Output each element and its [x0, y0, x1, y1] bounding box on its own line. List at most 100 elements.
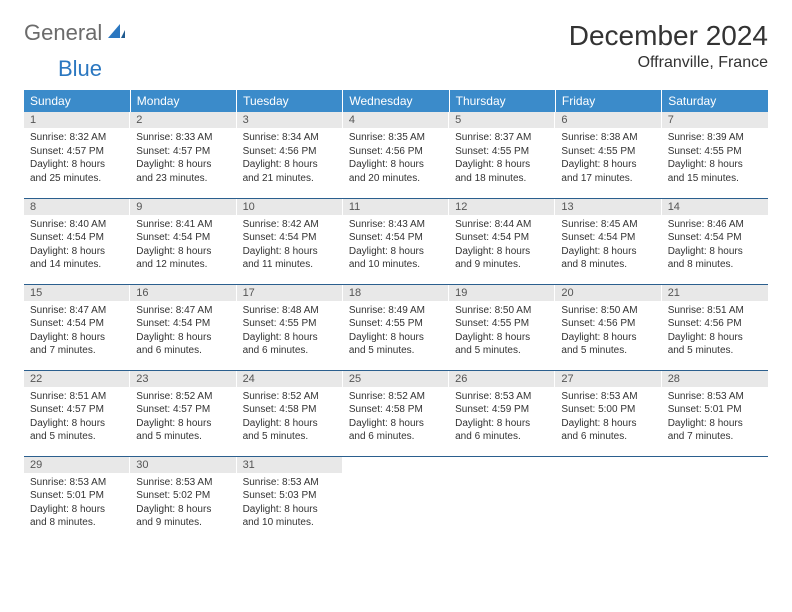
daylight-line: Daylight: 8 hours and 15 minutes. — [668, 158, 762, 185]
day-number: 4 — [343, 112, 449, 128]
day-number: 3 — [237, 112, 343, 128]
day-body: Sunrise: 8:52 AMSunset: 4:58 PMDaylight:… — [343, 387, 449, 448]
day-number: 15 — [24, 285, 130, 301]
calendar-cell: 3Sunrise: 8:34 AMSunset: 4:56 PMDaylight… — [237, 112, 343, 198]
day-body: Sunrise: 8:46 AMSunset: 4:54 PMDaylight:… — [662, 215, 768, 276]
title-block: December 2024 Offranville, France — [569, 20, 768, 72]
sunrise-line: Sunrise: 8:52 AM — [136, 390, 230, 404]
calendar-cell: 5Sunrise: 8:37 AMSunset: 4:55 PMDaylight… — [449, 112, 555, 198]
calendar-cell: 6Sunrise: 8:38 AMSunset: 4:55 PMDaylight… — [555, 112, 661, 198]
sunset-line: Sunset: 4:55 PM — [243, 317, 337, 331]
sunrise-line: Sunrise: 8:49 AM — [349, 304, 443, 318]
weekday-header: Thursday — [449, 90, 555, 112]
sunset-line: Sunset: 5:00 PM — [561, 403, 655, 417]
calendar-cell: 26Sunrise: 8:53 AMSunset: 4:59 PMDayligh… — [449, 370, 555, 456]
day-number: 7 — [662, 112, 768, 128]
sunset-line: Sunset: 4:57 PM — [30, 403, 124, 417]
sunrise-line: Sunrise: 8:52 AM — [243, 390, 337, 404]
day-body: Sunrise: 8:50 AMSunset: 4:56 PMDaylight:… — [555, 301, 661, 362]
daylight-line: Daylight: 8 hours and 8 minutes. — [668, 245, 762, 272]
daylight-line: Daylight: 8 hours and 5 minutes. — [30, 417, 124, 444]
day-body: Sunrise: 8:35 AMSunset: 4:56 PMDaylight:… — [343, 128, 449, 189]
day-number: 21 — [662, 285, 768, 301]
daylight-line: Daylight: 8 hours and 6 minutes. — [455, 417, 549, 444]
daylight-line: Daylight: 8 hours and 5 minutes. — [455, 331, 549, 358]
day-number: 6 — [555, 112, 661, 128]
calendar-cell: 25Sunrise: 8:52 AMSunset: 4:58 PMDayligh… — [343, 370, 449, 456]
calendar-cell — [662, 456, 768, 542]
daylight-line: Daylight: 8 hours and 18 minutes. — [455, 158, 549, 185]
day-body: Sunrise: 8:53 AMSunset: 5:03 PMDaylight:… — [237, 473, 343, 534]
day-body: Sunrise: 8:39 AMSunset: 4:55 PMDaylight:… — [662, 128, 768, 189]
calendar-cell: 7Sunrise: 8:39 AMSunset: 4:55 PMDaylight… — [662, 112, 768, 198]
calendar-cell: 9Sunrise: 8:41 AMSunset: 4:54 PMDaylight… — [130, 198, 236, 284]
sunset-line: Sunset: 4:54 PM — [243, 231, 337, 245]
daylight-line: Daylight: 8 hours and 10 minutes. — [243, 503, 337, 530]
sunset-line: Sunset: 4:58 PM — [349, 403, 443, 417]
logo: General — [24, 20, 128, 46]
calendar-cell: 19Sunrise: 8:50 AMSunset: 4:55 PMDayligh… — [449, 284, 555, 370]
sunset-line: Sunset: 5:02 PM — [136, 489, 230, 503]
day-number: 31 — [237, 457, 343, 473]
day-body: Sunrise: 8:41 AMSunset: 4:54 PMDaylight:… — [130, 215, 236, 276]
weekday-header-row: Sunday Monday Tuesday Wednesday Thursday… — [24, 90, 768, 112]
sunrise-line: Sunrise: 8:38 AM — [561, 131, 655, 145]
day-body: Sunrise: 8:43 AMSunset: 4:54 PMDaylight:… — [343, 215, 449, 276]
day-body: Sunrise: 8:33 AMSunset: 4:57 PMDaylight:… — [130, 128, 236, 189]
sunset-line: Sunset: 4:54 PM — [30, 317, 124, 331]
sunrise-line: Sunrise: 8:44 AM — [455, 218, 549, 232]
day-number: 24 — [237, 371, 343, 387]
daylight-line: Daylight: 8 hours and 6 minutes. — [243, 331, 337, 358]
daylight-line: Daylight: 8 hours and 6 minutes. — [349, 417, 443, 444]
calendar-cell: 11Sunrise: 8:43 AMSunset: 4:54 PMDayligh… — [343, 198, 449, 284]
day-number: 27 — [555, 371, 661, 387]
calendar-cell: 12Sunrise: 8:44 AMSunset: 4:54 PMDayligh… — [449, 198, 555, 284]
daylight-line: Daylight: 8 hours and 8 minutes. — [30, 503, 124, 530]
sunset-line: Sunset: 4:57 PM — [136, 145, 230, 159]
sunrise-line: Sunrise: 8:34 AM — [243, 131, 337, 145]
sunrise-line: Sunrise: 8:42 AM — [243, 218, 337, 232]
day-number: 26 — [449, 371, 555, 387]
day-body: Sunrise: 8:38 AMSunset: 4:55 PMDaylight:… — [555, 128, 661, 189]
day-number: 28 — [662, 371, 768, 387]
day-body: Sunrise: 8:53 AMSunset: 5:00 PMDaylight:… — [555, 387, 661, 448]
sunset-line: Sunset: 4:54 PM — [668, 231, 762, 245]
weekday-header: Monday — [130, 90, 236, 112]
daylight-line: Daylight: 8 hours and 8 minutes. — [561, 245, 655, 272]
sunrise-line: Sunrise: 8:50 AM — [561, 304, 655, 318]
day-body: Sunrise: 8:51 AMSunset: 4:56 PMDaylight:… — [662, 301, 768, 362]
day-number: 14 — [662, 199, 768, 215]
sunrise-line: Sunrise: 8:53 AM — [455, 390, 549, 404]
day-body: Sunrise: 8:51 AMSunset: 4:57 PMDaylight:… — [24, 387, 130, 448]
sunrise-line: Sunrise: 8:53 AM — [668, 390, 762, 404]
sunrise-line: Sunrise: 8:40 AM — [30, 218, 124, 232]
calendar-row: 1 Sunrise: 8:32 AM Sunset: 4:57 PM Daylight… — [24, 112, 768, 198]
weekday-header: Sunday — [24, 90, 130, 112]
day-body: Sunrise: 8:53 AMSunset: 5:01 PMDaylight:… — [662, 387, 768, 448]
day-body: Sunrise: 8:53 AMSunset: 4:59 PMDaylight:… — [449, 387, 555, 448]
sunset-line: Sunset: 4:55 PM — [668, 145, 762, 159]
day-body: Sunrise: 8:53 AMSunset: 5:01 PMDaylight:… — [24, 473, 130, 534]
calendar-cell — [555, 456, 661, 542]
daylight-line: Daylight: 8 hours and 9 minutes. — [455, 245, 549, 272]
weekday-header: Tuesday — [237, 90, 343, 112]
daylight-line: Daylight: 8 hours and 11 minutes. — [243, 245, 337, 272]
daylight-line: Daylight: 8 hours and 14 minutes. — [30, 245, 124, 272]
day-body: Sunrise: 8:49 AMSunset: 4:55 PMDaylight:… — [343, 301, 449, 362]
calendar-cell: 22Sunrise: 8:51 AMSunset: 4:57 PMDayligh… — [24, 370, 130, 456]
sunrise-line: Sunrise: 8:47 AM — [136, 304, 230, 318]
sunrise-line: Sunrise: 8:53 AM — [243, 476, 337, 490]
sunrise-line: Sunrise: 8:32 AM — [30, 131, 124, 145]
day-number: 1 — [24, 112, 130, 128]
calendar-cell: 24Sunrise: 8:52 AMSunset: 4:58 PMDayligh… — [237, 370, 343, 456]
sunrise-line: Sunrise: 8:53 AM — [30, 476, 124, 490]
day-number: 5 — [449, 112, 555, 128]
sunrise-line: Sunrise: 8:51 AM — [30, 390, 124, 404]
day-body: Sunrise: 8:42 AMSunset: 4:54 PMDaylight:… — [237, 215, 343, 276]
sunrise-line: Sunrise: 8:45 AM — [561, 218, 655, 232]
logo-text-general: General — [24, 20, 102, 46]
day-number: 23 — [130, 371, 236, 387]
day-number: 8 — [24, 199, 130, 215]
calendar-cell: 1Sunrise: 8:32 AMSunset: 4:57 PMDaylight… — [24, 112, 130, 198]
daylight-line: Daylight: 8 hours and 7 minutes. — [668, 417, 762, 444]
